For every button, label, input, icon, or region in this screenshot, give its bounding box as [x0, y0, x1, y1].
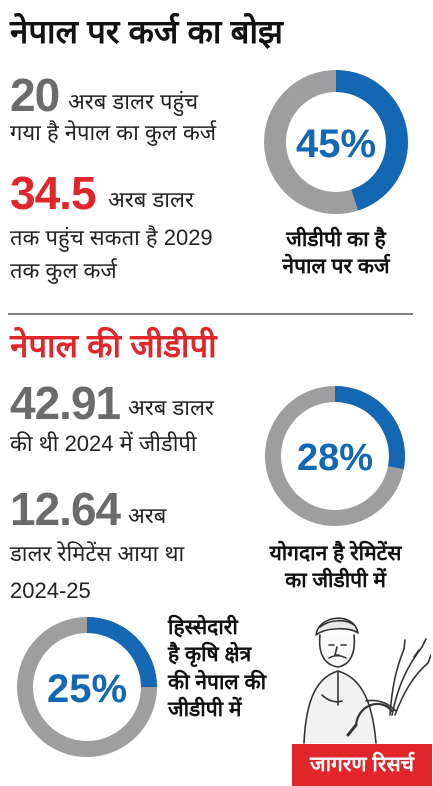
section-divider — [8, 313, 413, 315]
gdp-desc-line2: की थी 2024 में जीडीपी — [10, 431, 197, 456]
agriculture-gdp-ring-chart: 25% — [17, 617, 157, 757]
remittance-desc-line2: डालर रेमिटेंस आया था — [10, 541, 185, 566]
gdp-section-title: नेपाल की जीडीपी — [10, 327, 217, 364]
debt-ring-caption-line1: जीडीपी का है — [286, 228, 386, 251]
ring-value-arc — [264, 70, 408, 214]
projected-debt-desc-line3: तक कुल कर्ज — [10, 258, 117, 283]
remittance-desc-line3: 2024-25 — [10, 578, 91, 603]
debt-section-title: नेपाल पर कर्ज का बोझ — [10, 13, 283, 50]
ring-percent-label: 45% — [296, 122, 376, 166]
gdp-value: 42.91 — [10, 377, 121, 429]
remittance-ring-caption-line1: योगदान है रेमिटेंस — [269, 542, 402, 565]
total-debt-desc-line1: अरब डालर पहुंच — [68, 89, 199, 114]
projected-debt-value: 34.5 — [10, 167, 97, 219]
remittance-desc-line1: अरब — [128, 503, 167, 528]
agriculture-caption-line4: जीडीपी में — [168, 697, 242, 721]
projected-debt-desc-line2: तक पहुंच सकता है 2029 — [10, 225, 213, 250]
gdp-desc-line1: अरब डालर — [128, 395, 214, 420]
remittance-value: 12.64 — [10, 483, 121, 535]
debt-ring-caption: जीडीपी का है नेपाल पर कर्ज — [256, 226, 416, 281]
ring-value-arc — [265, 386, 405, 526]
debt-gdp-ring-chart: 45% — [264, 70, 408, 214]
ring-percent-label: 25% — [47, 667, 127, 711]
remittance-ring-caption: योगदान है रेमिटेंस का जीडीपी में — [238, 540, 433, 595]
ring-percent-label: 28% — [297, 437, 373, 479]
source-badge: जागरण रिसर्च — [292, 744, 432, 786]
projected-debt-desc-line1: अरब डालर — [108, 187, 194, 212]
agriculture-caption-line2: है कृषि क्षेत्र — [168, 643, 252, 667]
total-debt-value: 20 — [10, 69, 60, 121]
total-debt-desc-line2: गया है नेपाल का कुल कर्ज — [10, 120, 217, 145]
farmer-illustration — [303, 617, 431, 744]
remittance-gdp-ring-chart: 28% — [265, 386, 405, 526]
agriculture-caption-line1: हिस्सेदारी — [168, 616, 238, 639]
agriculture-caption: हिस्सेदारी है कृषि क्षेत्र की नेपाल की ज… — [168, 614, 266, 723]
agriculture-caption-line3: की नेपाल की — [168, 670, 267, 694]
debt-ring-caption-line2: नेपाल पर कर्ज — [282, 255, 390, 279]
ring-value-arc — [17, 617, 157, 757]
remittance-ring-caption-line2: का जीडीपी में — [285, 569, 386, 593]
